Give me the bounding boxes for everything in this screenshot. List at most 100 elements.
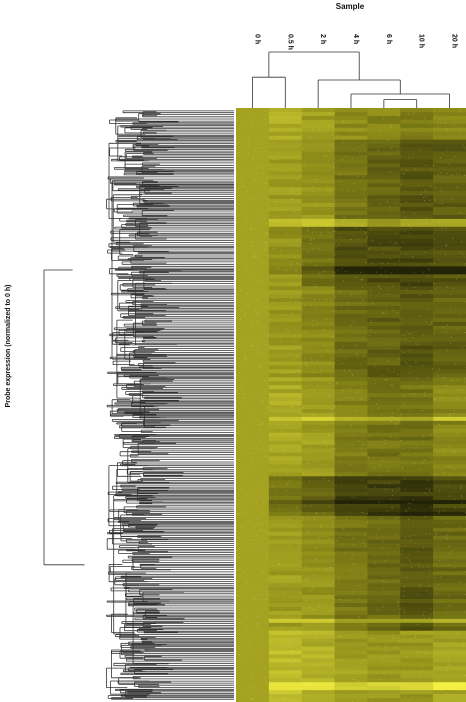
heatmap-texture	[352, 222, 353, 224]
heatmap-texture	[406, 133, 408, 135]
heatmap-cell	[236, 436, 270, 441]
heatmap-texture	[237, 513, 239, 515]
heatmap-texture	[415, 651, 417, 653]
heatmap-cell	[334, 408, 368, 414]
heatmap-texture	[428, 586, 430, 588]
heatmap-cell	[236, 317, 270, 323]
heatmap-cell	[433, 646, 466, 651]
heatmap-texture	[384, 645, 386, 647]
heatmap-cell	[433, 666, 466, 671]
heatmap-texture	[410, 503, 412, 505]
heatmap-cell	[236, 353, 270, 358]
heatmap-texture	[397, 373, 398, 375]
heatmap-cell	[301, 353, 335, 358]
heatmap-cell	[433, 614, 466, 620]
heatmap-texture	[385, 306, 387, 308]
heatmap-texture	[371, 240, 373, 242]
heatmap-texture	[457, 125, 459, 127]
heatmap-texture	[294, 188, 296, 190]
heatmap-texture	[393, 371, 395, 373]
heatmap-cell	[301, 242, 335, 247]
heatmap-texture	[446, 324, 448, 326]
heatmap-texture	[258, 281, 260, 283]
heatmap-texture	[458, 581, 460, 583]
heatmap-cell	[301, 587, 335, 592]
heatmap-texture	[403, 352, 405, 353]
heatmap-cell	[268, 266, 303, 271]
heatmap-cell	[301, 222, 335, 228]
heatmap-texture	[365, 156, 366, 158]
heatmap-texture	[437, 375, 439, 377]
heatmap-cell	[400, 690, 434, 695]
heatmap-texture	[332, 366, 334, 368]
heatmap-texture	[349, 295, 351, 297]
heatmap-texture	[413, 535, 415, 536]
heatmap-cell	[400, 563, 434, 568]
heatmap-texture	[362, 621, 364, 623]
heatmap-texture	[262, 263, 264, 265]
heatmap-cell	[301, 575, 335, 580]
heatmap-texture	[277, 560, 279, 561]
heatmap-texture	[332, 336, 334, 338]
heatmap-texture	[392, 386, 394, 388]
heatmap-cell	[268, 341, 303, 346]
heatmap-cell	[236, 539, 270, 544]
heatmap-texture	[448, 495, 450, 497]
heatmap-cell	[433, 349, 466, 354]
heatmap-cell	[268, 294, 303, 299]
heatmap-cell	[433, 171, 466, 176]
heatmap-texture	[339, 181, 341, 183]
heatmap-texture	[456, 398, 458, 400]
heatmap-texture	[316, 307, 318, 309]
heatmap-texture	[365, 545, 366, 547]
heatmap-cell	[433, 207, 466, 212]
heatmap-texture	[363, 444, 364, 446]
heatmap-cell	[236, 321, 270, 327]
heatmap-cell	[400, 218, 434, 224]
heatmap-texture	[332, 166, 334, 168]
heatmap-cell	[367, 460, 401, 465]
heatmap-cell	[433, 127, 466, 133]
heatmap-cell	[268, 579, 303, 584]
heatmap-texture	[308, 184, 310, 186]
heatmap-texture	[294, 627, 295, 629]
heatmap-texture	[264, 450, 266, 452]
heatmap-cell	[334, 500, 368, 505]
heatmap-cell	[400, 646, 434, 651]
heatmap-texture	[271, 129, 273, 131]
heatmap-texture	[334, 112, 336, 114]
heatmap-texture	[430, 185, 432, 187]
heatmap-texture	[260, 424, 262, 426]
heatmap-texture	[342, 159, 343, 161]
heatmap-texture	[315, 286, 317, 288]
heatmap-cell	[236, 515, 270, 521]
heatmap-cell	[433, 385, 466, 390]
heatmap-texture	[271, 186, 273, 188]
heatmap-texture	[267, 379, 269, 381]
heatmap-texture	[318, 247, 320, 249]
heatmap-texture	[438, 368, 440, 370]
heatmap-texture	[424, 191, 426, 193]
heatmap-texture	[433, 612, 435, 614]
heatmap-texture	[371, 637, 373, 639]
column-label: 20 h	[451, 34, 458, 48]
heatmap-texture	[414, 287, 416, 289]
heatmap-cell	[400, 210, 434, 216]
heatmap-texture	[392, 309, 394, 311]
heatmap-cell	[301, 123, 335, 129]
heatmap-texture	[462, 253, 464, 255]
heatmap-texture	[330, 691, 332, 693]
heatmap-cell	[268, 345, 303, 350]
heatmap-cell	[268, 436, 303, 441]
heatmap-cell	[334, 171, 368, 176]
heatmap-texture	[374, 486, 376, 488]
heatmap-cell	[367, 222, 401, 228]
heatmap-cell	[334, 543, 368, 548]
heatmap-cell	[236, 452, 270, 457]
heatmap-cell	[433, 242, 466, 247]
heatmap-texture	[254, 527, 256, 529]
heatmap-texture	[383, 575, 385, 577]
heatmap-cell	[367, 381, 401, 386]
heatmap-cell	[433, 254, 466, 259]
heatmap-cell	[301, 127, 335, 133]
